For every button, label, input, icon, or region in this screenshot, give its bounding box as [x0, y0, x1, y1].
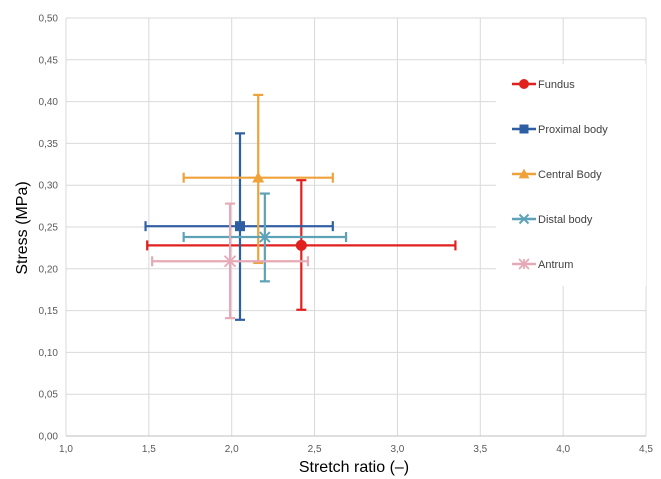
legend-label: Central Body: [538, 169, 602, 181]
marker-x: [518, 213, 530, 225]
x-tick-labels: 1,0 1,5 2,0 2,5 3,0 3,5 4,0 4,5: [59, 444, 653, 455]
y-tick-label: 0,45: [39, 55, 59, 66]
marker-circle: [519, 79, 529, 89]
y-tick-label: 0,35: [39, 139, 59, 150]
x-tick-label: 1,5: [142, 444, 156, 455]
legend-item: Distal body: [512, 213, 593, 226]
marker-asterisk: [518, 258, 530, 270]
legend-label: Distal body: [538, 214, 593, 226]
legend-label: Fundus: [538, 79, 575, 91]
marker-square: [519, 124, 529, 134]
series-central-body: [182, 93, 334, 265]
marker-x: [259, 231, 271, 243]
series-antrum: [151, 202, 310, 320]
y-tick-label: 0,20: [39, 264, 59, 275]
legend-label: Proximal body: [538, 124, 608, 136]
legend-item: Central Body: [512, 168, 602, 181]
y-tick-label: 0,10: [39, 348, 59, 359]
x-tick-label: 4,0: [556, 444, 570, 455]
marker-triangle: [252, 171, 265, 183]
x-tick-label: 2,5: [308, 444, 322, 455]
legend: Fundus Proximal body Central Body Distal bo…: [512, 79, 608, 271]
y-tick-label: 0,00: [39, 432, 59, 443]
x-tick-label: 3,0: [390, 444, 404, 455]
series-distal-body: [182, 192, 348, 283]
y-tick-label: 0,40: [39, 97, 59, 108]
y-tick-label: 0,15: [39, 306, 59, 317]
marker-square: [235, 221, 245, 232]
series-fundus: [146, 179, 457, 311]
series-layer: [144, 93, 457, 321]
marker-circle: [295, 239, 307, 251]
y-tick-label: 0,50: [39, 14, 59, 25]
legend-item: Antrum: [512, 258, 573, 271]
x-tick-label: 1,0: [59, 444, 73, 455]
y-tick-label: 0,30: [39, 181, 59, 192]
y-tick-label: 0,05: [39, 390, 59, 401]
marker-asterisk: [223, 255, 237, 268]
x-tick-label: 3,5: [473, 444, 487, 455]
x-axis-title: Stretch ratio (–): [299, 459, 409, 476]
marker-triangle: [518, 168, 530, 179]
legend-item: Proximal body: [512, 124, 608, 136]
y-tick-labels: 0,00 0,05 0,10 0,15 0,20 0,25 0,30 0,35 0,40 0,45…: [39, 14, 59, 443]
x-tick-label: 2,0: [225, 444, 239, 455]
series-proximal-body: [144, 132, 334, 321]
y-axis-title: Stress (MPa): [14, 181, 31, 274]
x-tick-label: 4,5: [639, 444, 653, 455]
legend-label: Antrum: [538, 259, 573, 271]
legend-item: Fundus: [512, 79, 575, 91]
y-tick-label: 0,25: [39, 223, 59, 234]
